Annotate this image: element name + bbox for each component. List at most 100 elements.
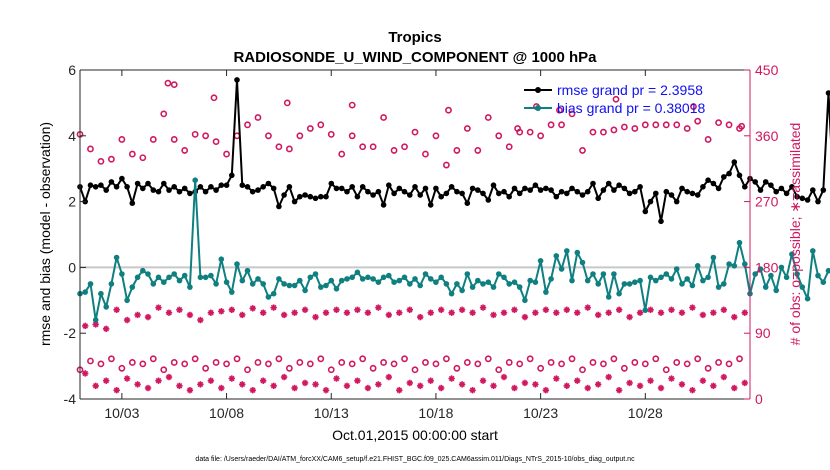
obs-assimilated-marker (186, 311, 194, 319)
obs-possible-marker (128, 359, 136, 366)
obs-possible-marker (265, 132, 272, 140)
series-rmse-point (506, 193, 512, 200)
obs-assimilated-marker-stroke (658, 309, 664, 316)
obs-possible-marker (118, 136, 126, 143)
obs-assimilated-marker (636, 382, 644, 390)
obs-assimilated-marker-stroke (469, 309, 476, 316)
series-rmse-point (213, 187, 219, 193)
obs-assimilated-marker-stroke (626, 314, 633, 320)
obs-assimilated-marker (647, 306, 654, 314)
obs-possible-marker (87, 145, 94, 153)
series-rmse-point (553, 193, 560, 200)
obs-possible-marker (108, 355, 115, 363)
series-rmse-point (700, 184, 706, 190)
obs-assimilated-marker-stroke (354, 306, 361, 313)
series-rmse-point (584, 188, 591, 195)
obs-possible-marker (296, 132, 304, 140)
obs-possible-marker (641, 360, 649, 368)
obs-possible-marker (97, 157, 105, 165)
series-bias-point (260, 281, 267, 287)
series-bias-point (694, 263, 701, 269)
series-rmse-point (391, 190, 397, 197)
series-rmse-point (202, 188, 209, 195)
series-bias-point (192, 177, 198, 183)
obs-assimilated-marker (595, 311, 602, 319)
series-bias-point (548, 276, 554, 282)
obs-assimilated-marker-stroke (260, 377, 267, 384)
series-rmse-point (632, 188, 638, 195)
series-rmse-point (244, 184, 251, 190)
series-rmse-point (673, 198, 680, 205)
obs-assimilated-marker-stroke (679, 381, 685, 388)
series-rmse-point (658, 218, 664, 225)
obs-possible-marker (422, 359, 429, 366)
obs-assimilated-marker-stroke (155, 304, 162, 311)
series-bias-point (239, 277, 246, 284)
obs-assimilated-marker (678, 381, 686, 388)
obs-assimilated-marker-stroke (281, 312, 287, 318)
series-rmse-point (338, 185, 345, 192)
obs-possible-marker (244, 366, 251, 374)
obs-possible-marker (631, 359, 639, 366)
obs-assimilated-marker (239, 311, 246, 319)
series-rmse-point (485, 197, 492, 203)
obs-assimilated-marker (375, 381, 382, 388)
obs-assimilated-marker-stroke (480, 304, 486, 311)
obs-possible-marker (306, 125, 314, 132)
series-bias-point (197, 274, 204, 281)
obs-possible-marker (108, 155, 115, 163)
obs-assimilated-marker (542, 387, 550, 394)
series-bias-point (537, 258, 544, 264)
obs-possible-marker (612, 95, 620, 103)
series-bias-point (736, 239, 743, 246)
series-bias-point (815, 272, 821, 279)
series-bias-point (590, 271, 596, 277)
obs-assimilated-marker (155, 377, 162, 384)
obs-possible-marker (170, 359, 178, 366)
obs-possible-marker (484, 355, 492, 363)
series-rmse-point (611, 187, 617, 193)
series-rmse-point (197, 184, 204, 190)
obs-assimilated-marker (521, 313, 529, 321)
series-rmse-point (637, 184, 643, 190)
obs-assimilated-marker-stroke (406, 380, 413, 386)
series-bias-point (506, 281, 512, 287)
series-bias-point (87, 281, 94, 287)
series-rmse-point (328, 180, 335, 187)
series-rmse-point (417, 192, 424, 198)
obs-assimilated-marker-stroke (658, 385, 664, 391)
obs-assimilated-marker-stroke (228, 375, 235, 382)
obs-possible-marker (170, 136, 178, 143)
obs-possible-marker (704, 136, 712, 143)
obs-assimilated-marker-stroke (605, 374, 612, 380)
obs-possible-marker (411, 128, 419, 136)
obs-assimilated-marker-stroke (365, 309, 371, 316)
obs-assimilated-marker-stroke (459, 306, 465, 313)
series-rmse-point (501, 188, 507, 195)
series-rmse-point (726, 170, 732, 177)
legend-rmse-marker (535, 87, 541, 93)
obs-possible-marker (380, 359, 387, 366)
obs-assimilated-marker-stroke (333, 306, 340, 313)
obs-assimilated-marker-stroke (668, 375, 675, 382)
obs-assimilated-marker (291, 309, 298, 316)
obs-possible-marker (673, 359, 681, 366)
obs-assimilated-marker (511, 384, 518, 392)
series-bias-point (417, 282, 424, 289)
obs-assimilated-marker (207, 377, 215, 384)
obs-assimilated-marker (228, 306, 235, 314)
series-bias-point (129, 284, 136, 290)
obs-possible-marker (589, 359, 597, 366)
obs-assimilated-marker (532, 381, 539, 388)
obs-assimilated-marker (668, 306, 675, 314)
obs-possible-marker (568, 110, 576, 118)
obs-possible-marker (641, 121, 649, 129)
series-bias-point (161, 279, 167, 286)
obs-assimilated-marker-stroke (741, 309, 748, 316)
obs-assimilated-marker (584, 304, 591, 311)
series-bias-point (328, 277, 335, 284)
obs-assimilated-marker-stroke (721, 306, 727, 313)
series-bias-point (354, 269, 361, 276)
series-bias-point (223, 279, 230, 286)
series-rmse-point (281, 192, 287, 198)
